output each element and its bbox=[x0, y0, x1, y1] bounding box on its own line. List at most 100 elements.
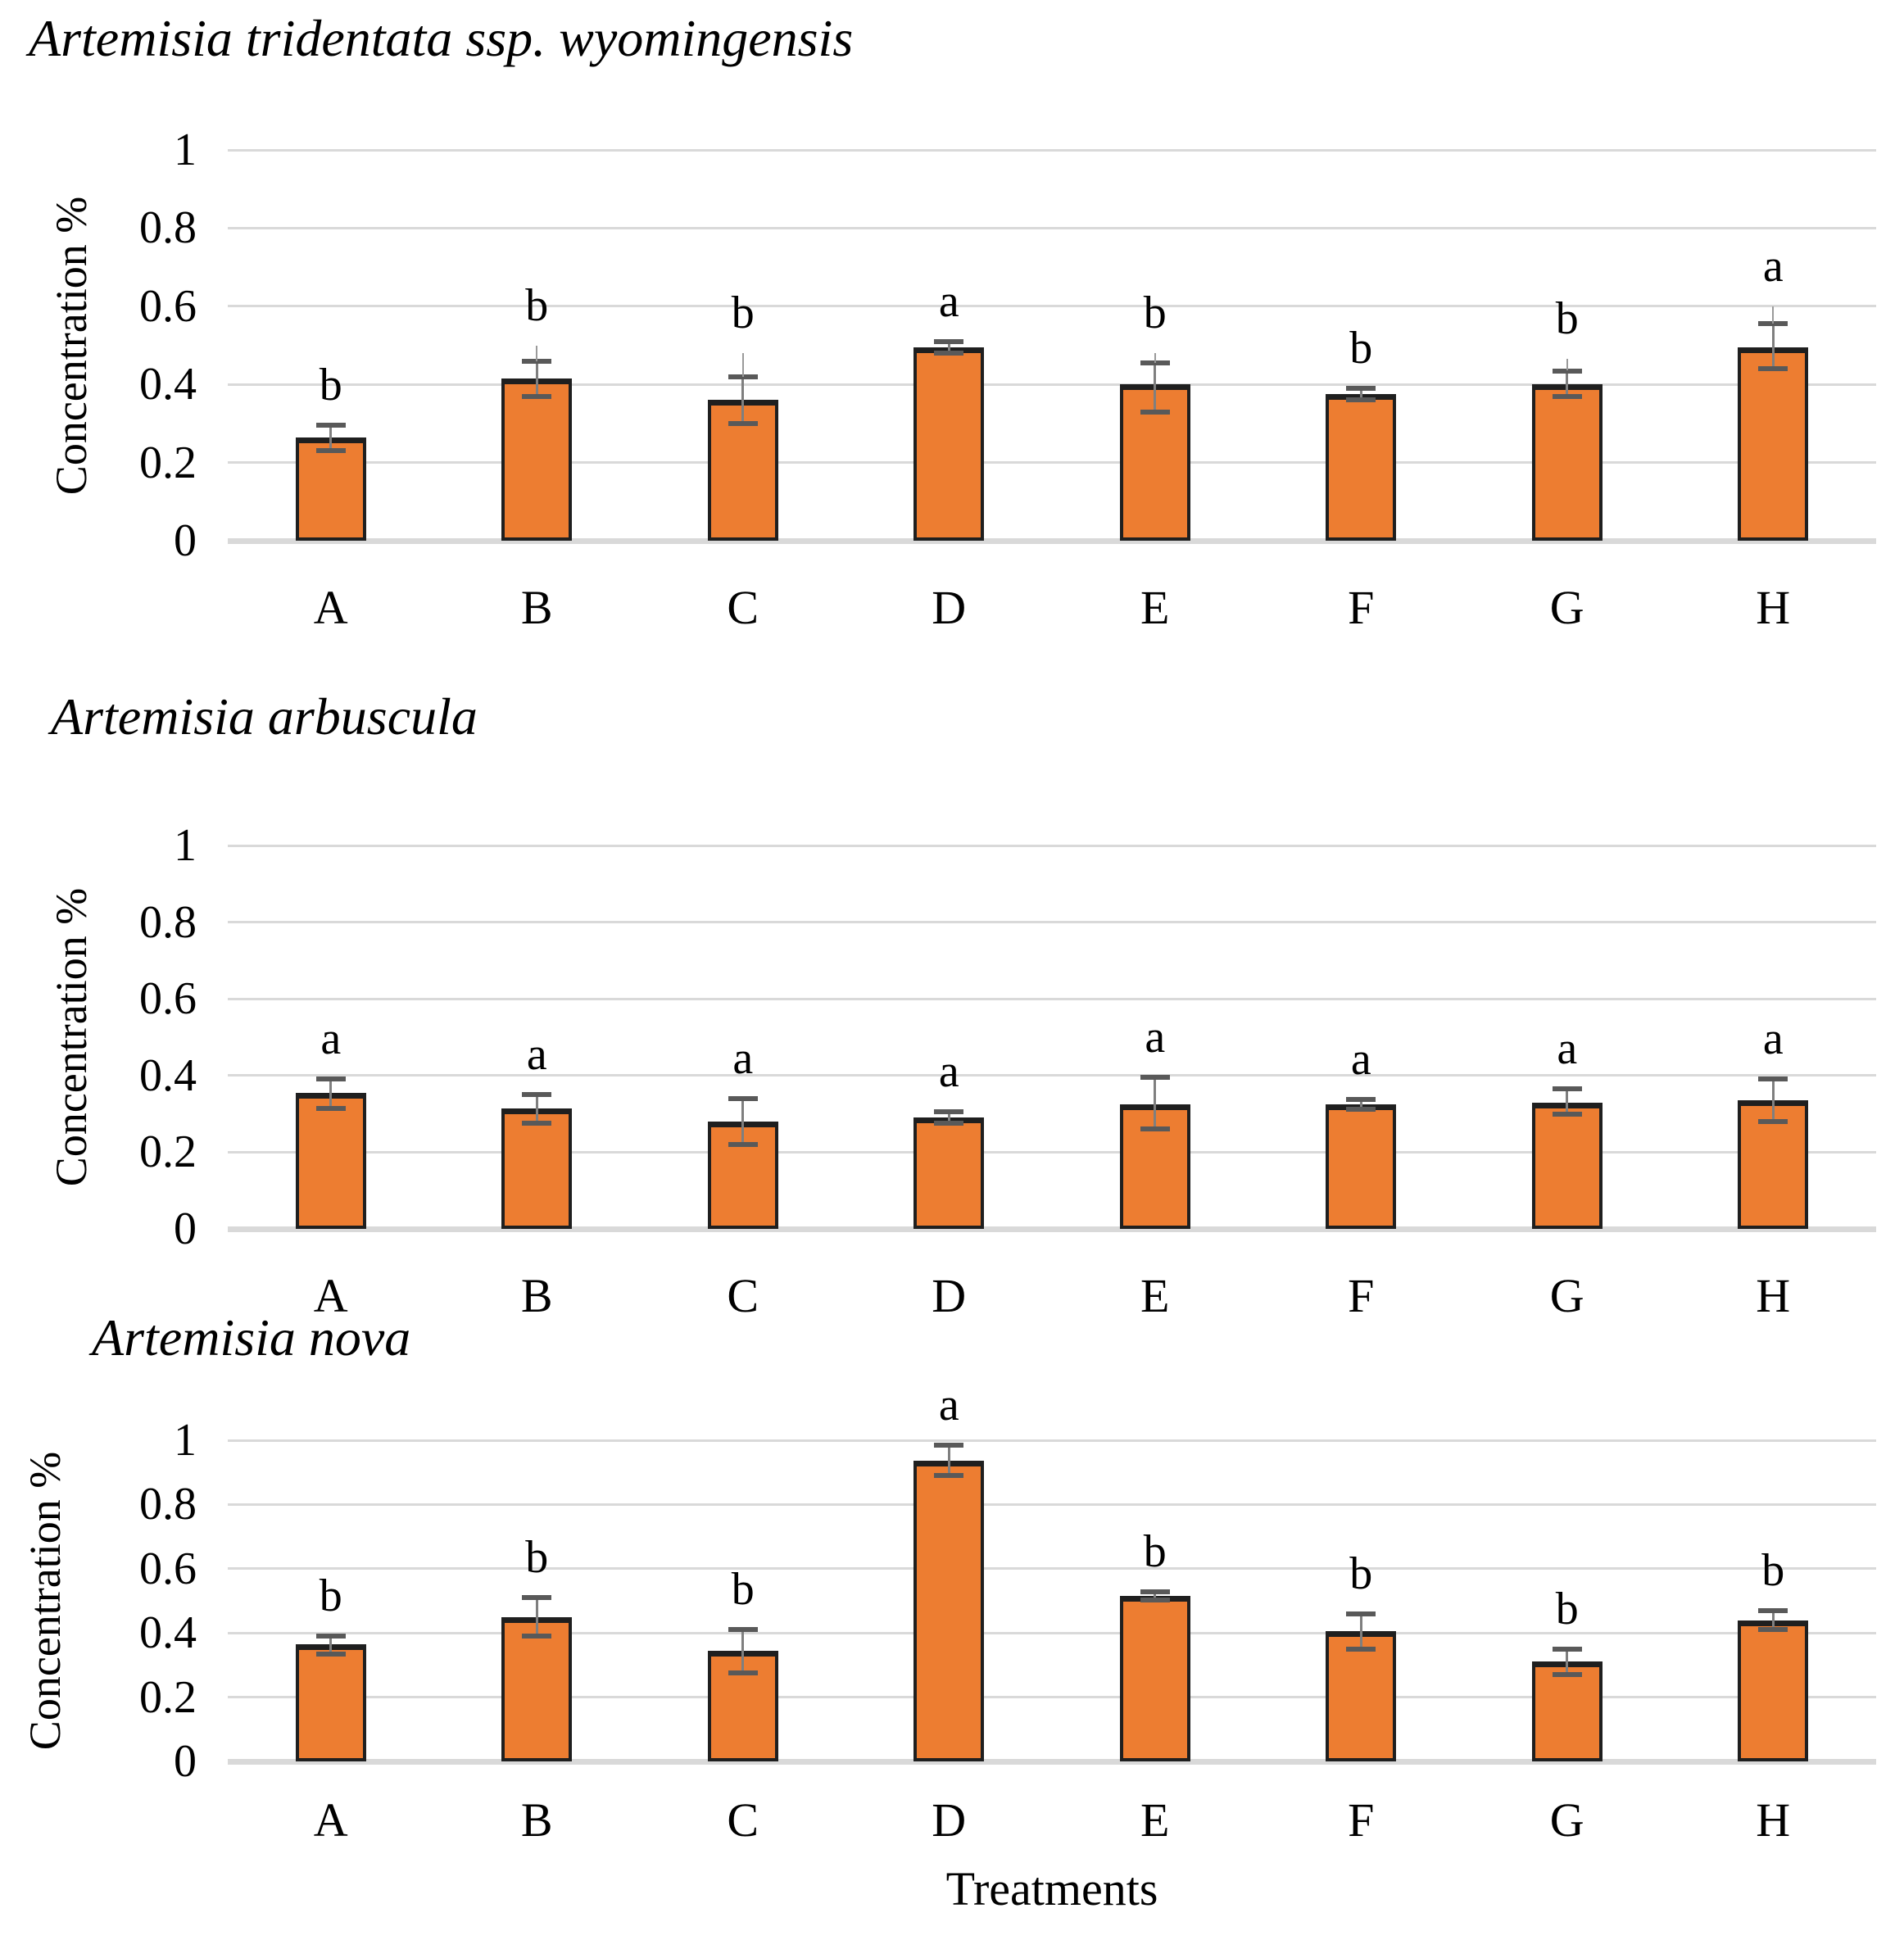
error-bar-cap-top bbox=[934, 1109, 964, 1115]
category-label: E bbox=[1140, 581, 1170, 634]
error-bar-cap-bottom bbox=[315, 1651, 346, 1657]
error-bar-cap-top bbox=[1140, 360, 1170, 365]
y-tick-label: 0.6 bbox=[139, 973, 197, 1025]
error-bar-cap-bottom bbox=[522, 1121, 552, 1126]
error-bar-cap-bottom bbox=[1346, 1106, 1376, 1112]
error-bar bbox=[741, 376, 745, 424]
significance-letter: a bbox=[1145, 1012, 1166, 1063]
error-bar bbox=[329, 425, 333, 451]
error-bar-extension bbox=[741, 353, 744, 377]
significance-letter: b bbox=[1555, 293, 1579, 345]
error-bar bbox=[1566, 1089, 1569, 1114]
error-bar bbox=[1154, 1077, 1157, 1130]
error-bar-cap-top bbox=[728, 374, 758, 379]
significance-letter: a bbox=[526, 1029, 547, 1081]
y-tick-label: 0 bbox=[174, 1203, 197, 1254]
error-bar-cap-bottom bbox=[315, 1105, 346, 1111]
error-bar bbox=[947, 341, 950, 354]
error-bar-cap-bottom bbox=[934, 1473, 964, 1479]
error-bar-cap-top bbox=[728, 1627, 758, 1633]
category-label: D bbox=[932, 581, 967, 634]
significance-letter: b bbox=[525, 279, 549, 331]
error-bar-cap-bottom bbox=[1758, 1118, 1788, 1124]
bar bbox=[295, 1092, 366, 1229]
error-bar-cap-bottom bbox=[728, 1142, 758, 1148]
category-label: E bbox=[1140, 1269, 1170, 1322]
error-bar bbox=[329, 1079, 333, 1108]
significance-letter: b bbox=[525, 1532, 549, 1584]
gridline bbox=[228, 844, 1876, 847]
bar bbox=[913, 1461, 985, 1761]
y-tick-label: 0.2 bbox=[139, 1126, 197, 1178]
category-label: D bbox=[932, 1269, 967, 1322]
error-bar-cap-bottom bbox=[728, 420, 758, 426]
gridline bbox=[228, 461, 1876, 465]
error-bar-cap-top bbox=[1758, 1607, 1788, 1613]
gridline bbox=[228, 1631, 1876, 1634]
error-bar-extension bbox=[536, 345, 538, 361]
gridline bbox=[228, 383, 1876, 386]
error-bar bbox=[1771, 324, 1775, 369]
error-bar-cap-top bbox=[522, 358, 552, 364]
significance-letter: b bbox=[731, 1564, 755, 1616]
significance-letter: b bbox=[319, 360, 342, 411]
y-tick-label: 0.8 bbox=[139, 896, 197, 948]
error-bar-cap-bottom bbox=[1346, 1646, 1376, 1652]
gridline bbox=[228, 1150, 1876, 1154]
bar bbox=[1531, 1102, 1603, 1229]
error-bar bbox=[1154, 362, 1157, 412]
y-tick-label: 0.2 bbox=[139, 1671, 197, 1723]
error-bar bbox=[1154, 1592, 1157, 1600]
bar bbox=[913, 1117, 985, 1229]
y-tick-label: 1 bbox=[174, 125, 197, 175]
category-label: B bbox=[520, 581, 553, 634]
error-bar-cap-top bbox=[934, 338, 964, 344]
error-bar-cap-bottom bbox=[522, 393, 552, 399]
gridline bbox=[228, 1074, 1876, 1077]
x-axis-line bbox=[228, 537, 1876, 544]
y-tick-label: 1 bbox=[174, 1415, 197, 1466]
gridline bbox=[228, 1503, 1876, 1506]
category-label: C bbox=[727, 1269, 759, 1322]
y-tick-label: 0.6 bbox=[139, 280, 197, 332]
error-bar-cap-bottom bbox=[1552, 393, 1582, 399]
category-label: B bbox=[520, 1269, 553, 1322]
error-bar bbox=[1359, 1613, 1362, 1649]
error-bar-cap-top bbox=[1140, 1075, 1170, 1081]
gridline bbox=[228, 1696, 1876, 1699]
significance-letter: a bbox=[732, 1032, 754, 1084]
y-tick-label: 0.2 bbox=[139, 437, 197, 488]
y-tick-label: 0.6 bbox=[139, 1543, 197, 1594]
y-tick-label: 0.4 bbox=[139, 1607, 197, 1659]
category-label: A bbox=[313, 1269, 348, 1322]
x-axis-title: Treatments bbox=[945, 1862, 1158, 1915]
error-bar-cap-top bbox=[1552, 368, 1582, 374]
error-bar-extension bbox=[1772, 306, 1775, 324]
error-bar-cap-bottom bbox=[315, 448, 346, 454]
category-label: D bbox=[932, 1793, 967, 1847]
gridline bbox=[228, 1567, 1876, 1571]
error-bar-cap-top bbox=[315, 1634, 346, 1639]
error-bar-cap-top bbox=[1346, 1611, 1376, 1616]
error-bar-cap-bottom bbox=[522, 1634, 552, 1639]
bar bbox=[1119, 1596, 1190, 1761]
significance-letter: a bbox=[1557, 1023, 1578, 1075]
error-bar bbox=[741, 1630, 745, 1674]
error-bar bbox=[1771, 1079, 1775, 1122]
chart3-title: Artemisia nova bbox=[92, 1308, 411, 1367]
category-label: G bbox=[1549, 581, 1584, 634]
error-bar-cap-top bbox=[934, 1442, 964, 1448]
error-bar bbox=[535, 1598, 538, 1637]
y-tick-label: 0.8 bbox=[139, 202, 197, 254]
error-bar bbox=[1566, 370, 1569, 397]
bar bbox=[501, 378, 573, 541]
significance-letter: b bbox=[1761, 1544, 1785, 1596]
category-label: E bbox=[1140, 1793, 1170, 1847]
category-label: C bbox=[727, 1793, 759, 1847]
error-bar bbox=[1566, 1648, 1569, 1675]
error-bar bbox=[535, 360, 538, 397]
error-bar-cap-bottom bbox=[1552, 1111, 1582, 1117]
y-tick-label: 0.4 bbox=[139, 359, 197, 410]
category-label: F bbox=[1348, 581, 1375, 634]
error-bar-cap-bottom bbox=[1758, 1627, 1788, 1633]
